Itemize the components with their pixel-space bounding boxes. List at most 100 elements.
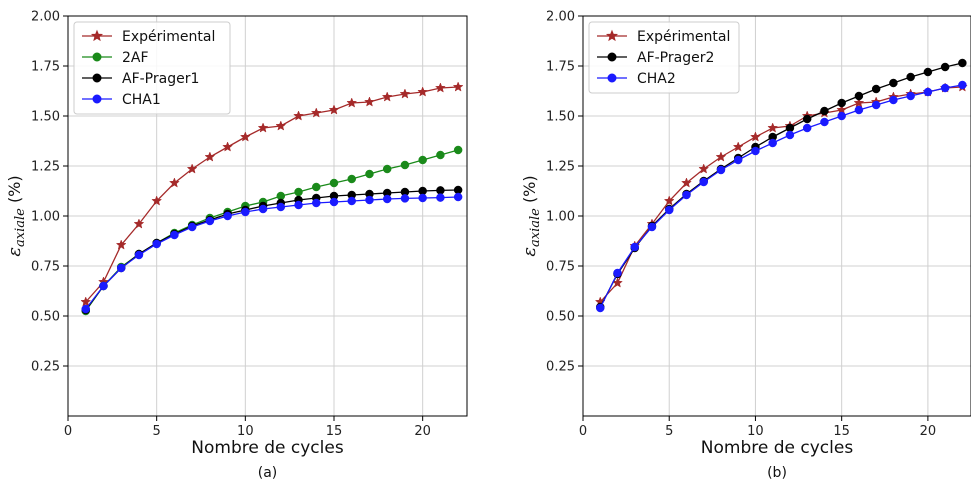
data-point: [400, 194, 410, 203]
data-point: [854, 91, 864, 101]
series-line-2af: [85, 149, 459, 312]
data-point: [940, 62, 950, 72]
data-point: [347, 174, 356, 184]
data-point: [400, 160, 410, 170]
data-point: [365, 195, 374, 205]
data-point: [820, 106, 829, 116]
y-tick-label: 0.25: [546, 360, 575, 375]
y-tick-label: 0.50: [546, 310, 575, 325]
data-point: [682, 190, 691, 200]
data-point: [381, 91, 393, 102]
data-point: [853, 97, 865, 108]
data-point: [418, 193, 427, 203]
series-line-cha1: [85, 196, 459, 310]
data-point: [152, 239, 161, 249]
data-point: [647, 222, 657, 232]
y-tick-label: 0.50: [31, 310, 60, 325]
data-point: [698, 163, 710, 174]
data-point: [293, 110, 304, 121]
y-tick-label: 0.75: [31, 260, 60, 275]
y-tick-label: 1.00: [31, 210, 60, 225]
data-point: [923, 67, 933, 77]
data-point: [750, 131, 761, 142]
y-tick-label: 2.00: [31, 10, 60, 25]
data-point: [417, 86, 429, 97]
data-point: [239, 131, 251, 142]
data-point: [923, 87, 933, 97]
legend-marker: [607, 52, 617, 62]
series-line-cha2: [599, 84, 963, 309]
data-point: [699, 177, 708, 187]
data-point: [80, 296, 92, 307]
y-tick-label: 1.00: [546, 210, 575, 225]
legend-marker: [90, 29, 104, 42]
legend-entry: Expérimental: [637, 29, 730, 45]
data-point: [312, 198, 321, 208]
data-point: [733, 155, 743, 165]
x-tick-label: 0: [579, 424, 587, 439]
x-tick-label: 5: [665, 424, 673, 439]
data-point: [820, 117, 829, 127]
legend-entry: CHA2: [637, 71, 676, 87]
data-point: [328, 104, 340, 115]
data-point: [630, 242, 639, 252]
data-point: [312, 182, 321, 192]
legend-entry: Expérimental: [122, 29, 215, 45]
panel-label: (a): [258, 465, 278, 481]
y-axis-label-unit: (%): [5, 175, 24, 208]
legend-marker: [92, 73, 102, 83]
legend-entry: 2AF: [122, 50, 149, 66]
data-point: [116, 263, 126, 273]
legend-entry: AF-Prager1: [122, 71, 199, 87]
x-tick-label: 5: [153, 424, 161, 439]
data-point: [186, 163, 198, 174]
x-tick-label: 15: [833, 424, 850, 439]
data-point: [452, 81, 464, 92]
y-tick-label: 1.75: [31, 60, 60, 75]
data-point: [837, 111, 846, 121]
series-line-af-prager2: [599, 62, 963, 308]
data-point: [663, 195, 675, 206]
data-point: [595, 303, 605, 313]
data-point: [133, 218, 145, 229]
data-point: [871, 100, 881, 110]
panel-label: (b): [767, 465, 787, 481]
data-point: [241, 207, 250, 217]
y-axis-label-symbol: ε: [519, 247, 540, 257]
data-point: [785, 130, 795, 140]
data-point: [802, 123, 812, 133]
data-point: [187, 222, 197, 232]
x-tick-label: 10: [747, 424, 764, 439]
x-axis-label: Nombre de cycles: [191, 438, 344, 458]
y-tick-label: 1.50: [546, 110, 575, 125]
data-point: [134, 250, 144, 260]
data-point: [716, 165, 726, 175]
data-point: [906, 91, 915, 101]
data-point: [854, 105, 864, 115]
legend-entry: AF-Prager2: [637, 50, 714, 66]
x-tick-label: 10: [237, 424, 254, 439]
data-point: [170, 230, 179, 240]
data-point: [258, 204, 268, 214]
y-axis-label-unit: (%): [520, 175, 539, 208]
series-line-af-prager1: [85, 189, 459, 311]
x-tick-label: 20: [920, 424, 937, 439]
data-point: [681, 177, 692, 188]
data-point: [767, 122, 779, 133]
y-tick-label: 0.25: [31, 360, 60, 375]
data-point: [613, 268, 622, 278]
data-point: [169, 177, 180, 188]
x-axis-label: Nombre de cycles: [701, 438, 854, 458]
data-point: [294, 187, 303, 197]
data-point: [382, 164, 392, 174]
data-point: [382, 194, 392, 204]
data-point: [115, 239, 127, 250]
data-point: [365, 169, 374, 179]
data-point: [151, 195, 163, 206]
data-point: [453, 145, 463, 155]
data-point: [889, 78, 898, 88]
data-point: [418, 155, 427, 165]
data-point: [453, 192, 463, 202]
